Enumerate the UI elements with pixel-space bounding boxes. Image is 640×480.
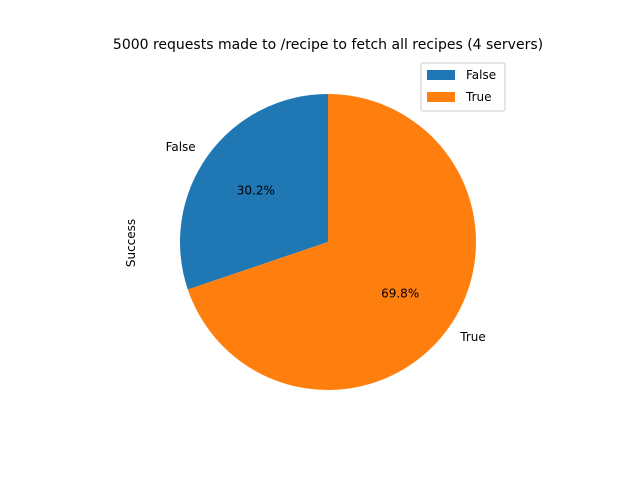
slice-percent-false: 30.2% [237,183,275,197]
legend-label-false: False [466,68,496,82]
chart-title: 5000 requests made to /recipe to fetch a… [113,37,543,53]
pie-labels: False 30.2% True 69.8% [166,140,486,344]
slice-percent-true: 69.8% [381,287,419,301]
pie-slice-false [180,94,328,290]
pie-slice-true [187,94,477,391]
legend-swatch-false [427,70,455,80]
slice-label-false: False [166,140,196,154]
slice-label-true: True [459,330,486,344]
y-axis-label: Success [124,219,138,267]
legend-label-true: True [465,90,492,104]
pie-slices [180,94,477,391]
legend-swatch-true [427,92,455,102]
legend: False True [420,62,506,112]
